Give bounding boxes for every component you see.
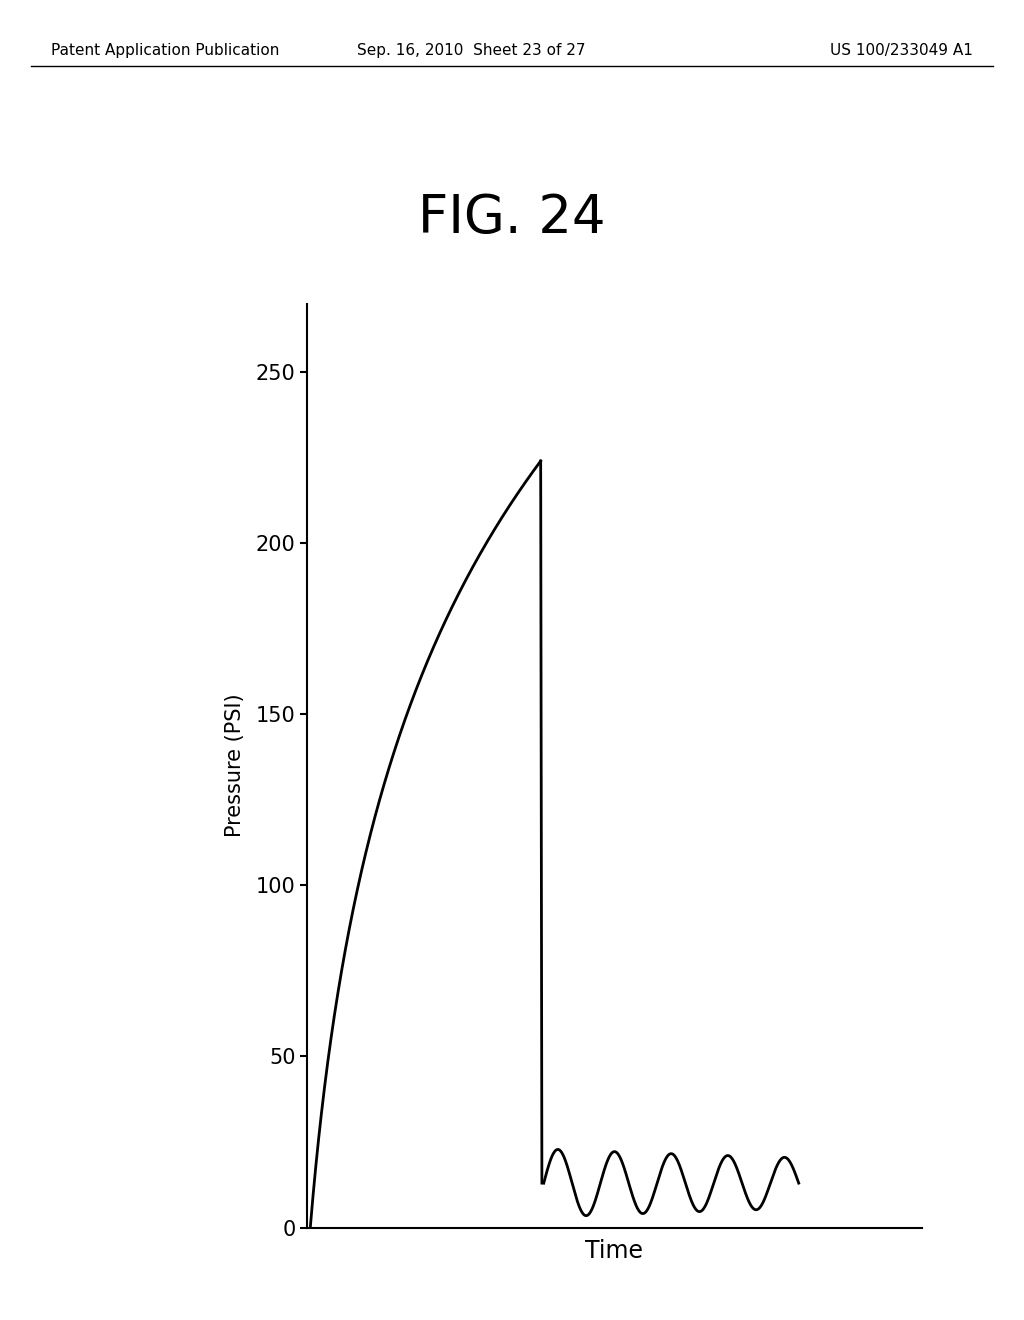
- Y-axis label: Pressure (PSI): Pressure (PSI): [224, 694, 245, 837]
- Text: FIG. 24: FIG. 24: [418, 191, 606, 244]
- Text: Sep. 16, 2010  Sheet 23 of 27: Sep. 16, 2010 Sheet 23 of 27: [356, 42, 586, 58]
- Text: US 100/233049 A1: US 100/233049 A1: [829, 42, 973, 58]
- Text: Patent Application Publication: Patent Application Publication: [51, 42, 280, 58]
- X-axis label: Time: Time: [586, 1238, 643, 1263]
